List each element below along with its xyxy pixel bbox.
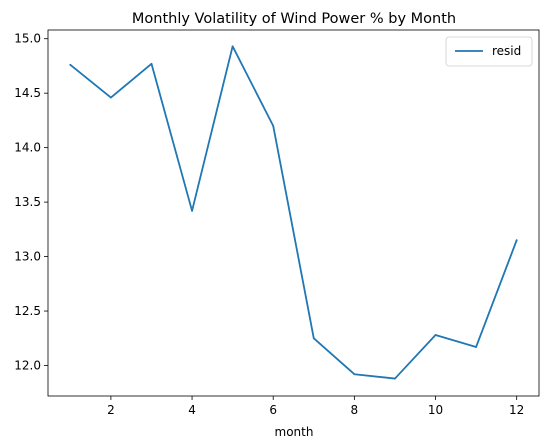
plot-area bbox=[47, 29, 540, 397]
data-point bbox=[353, 373, 356, 376]
y-tick-label: 13.0 bbox=[14, 250, 41, 264]
y-tick-label: 12.5 bbox=[14, 304, 41, 318]
x-tick-label: 2 bbox=[107, 403, 115, 417]
x-tick-label: 12 bbox=[509, 403, 524, 417]
y-tick-label: 12.0 bbox=[14, 359, 41, 373]
legend-label: resid bbox=[492, 44, 521, 58]
data-point bbox=[150, 62, 153, 65]
y-tick-label: 14.5 bbox=[14, 86, 41, 100]
x-tick-label: 10 bbox=[428, 403, 443, 417]
y-tick-label: 14.0 bbox=[14, 141, 41, 155]
data-point bbox=[109, 96, 112, 99]
data-point bbox=[394, 377, 396, 380]
data-point bbox=[69, 63, 72, 66]
data-point bbox=[434, 334, 437, 336]
y-tick-label: 13.5 bbox=[14, 195, 41, 209]
x-axis-label: month bbox=[275, 425, 314, 439]
data-point bbox=[231, 45, 234, 48]
data-point bbox=[191, 209, 193, 212]
data-point bbox=[475, 346, 478, 348]
x-axis: 2 4 6 8 10 12 bbox=[107, 396, 524, 417]
x-tick-label: 4 bbox=[188, 403, 196, 417]
data-point bbox=[272, 124, 275, 127]
data-point bbox=[312, 337, 315, 340]
series-line-resid bbox=[69, 45, 518, 380]
x-tick-label: 6 bbox=[269, 403, 277, 417]
chart-title: Monthly Volatility of Wind Power % by Mo… bbox=[132, 11, 456, 27]
legend-box bbox=[445, 36, 533, 67]
y-axis: 12.0 12.5 13.0 13.5 14.0 14.5 15.0 bbox=[14, 32, 48, 373]
data-point bbox=[515, 239, 518, 242]
legend: resid bbox=[445, 36, 533, 67]
series-layer bbox=[69, 45, 518, 380]
x-tick-label: 8 bbox=[351, 403, 359, 417]
y-tick-label: 15.0 bbox=[14, 32, 41, 46]
plot-frame bbox=[47, 29, 540, 397]
